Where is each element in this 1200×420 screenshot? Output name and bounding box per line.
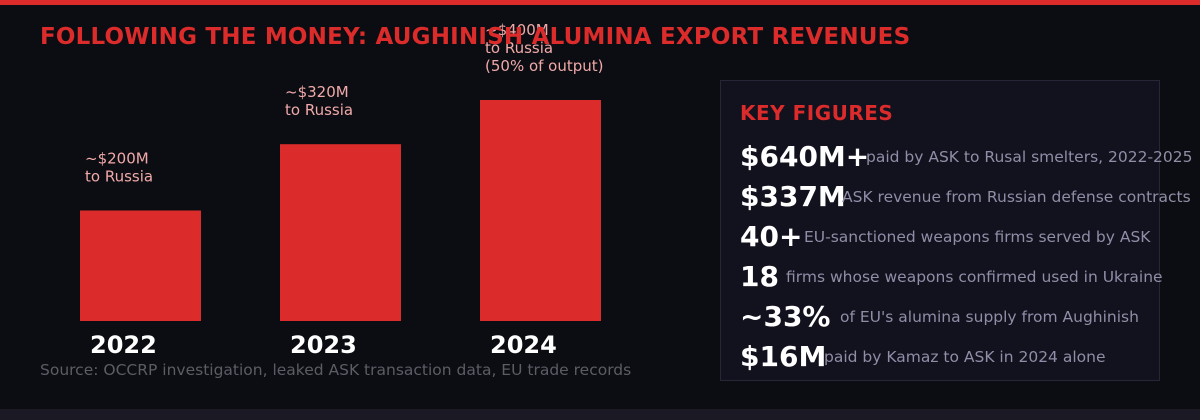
key-figures-panel: KEY FIGURES $640M+ paid by ASK to Rusal … [720, 80, 1193, 381]
key-figure-description: EU-sanctioned weapons firms served by AS… [804, 228, 1151, 246]
key-figure-value: 40+ [740, 220, 803, 253]
source-note: Source: OCCRP investigation, leaked ASK … [40, 361, 632, 379]
key-figure-description: of EU's alumina supply from Aughinish [840, 308, 1139, 326]
page-title: FOLLOWING THE MONEY: AUGHINISH ALUMINA E… [40, 24, 911, 50]
key-figure-value: $16M [740, 340, 827, 373]
key-figure-description: paid by Kamaz to ASK in 2024 alone [824, 348, 1106, 366]
key-figure-value: 18 [740, 260, 779, 293]
year-label-2022: 2022 [90, 331, 157, 359]
key-figure-value: ~33% [740, 300, 831, 333]
bar-2023 [280, 144, 401, 321]
key-figure-description: paid by ASK to Rusal smelters, 2022-2025 [866, 148, 1193, 166]
top-accent-bar [0, 0, 1200, 5]
bar-2024 [480, 100, 601, 321]
key-figure-value: $337M [740, 180, 846, 213]
revenue-bar-chart: ~$200M to Russia 2022 ~$320M to Russia 2023 ~$… [80, 21, 604, 359]
year-label-2023: 2023 [290, 331, 357, 359]
key-figure-value: $640M+ [740, 140, 870, 173]
bar-annotation-2023: ~$320M to Russia [285, 83, 353, 119]
bar-annotation-2022: ~$200M to Russia [85, 150, 153, 186]
bar-annotation-2024: ~$400M to Russia (50% of output) [485, 21, 604, 75]
key-figure-description: ASK revenue from Russian defense contrac… [842, 188, 1191, 206]
bar-2022 [80, 210, 201, 321]
key-figures-title: KEY FIGURES [740, 101, 894, 125]
key-figure-description: firms whose weapons confirmed used in Uk… [786, 268, 1163, 286]
year-label-2024: 2024 [490, 331, 557, 359]
bottom-bar [0, 409, 1200, 420]
